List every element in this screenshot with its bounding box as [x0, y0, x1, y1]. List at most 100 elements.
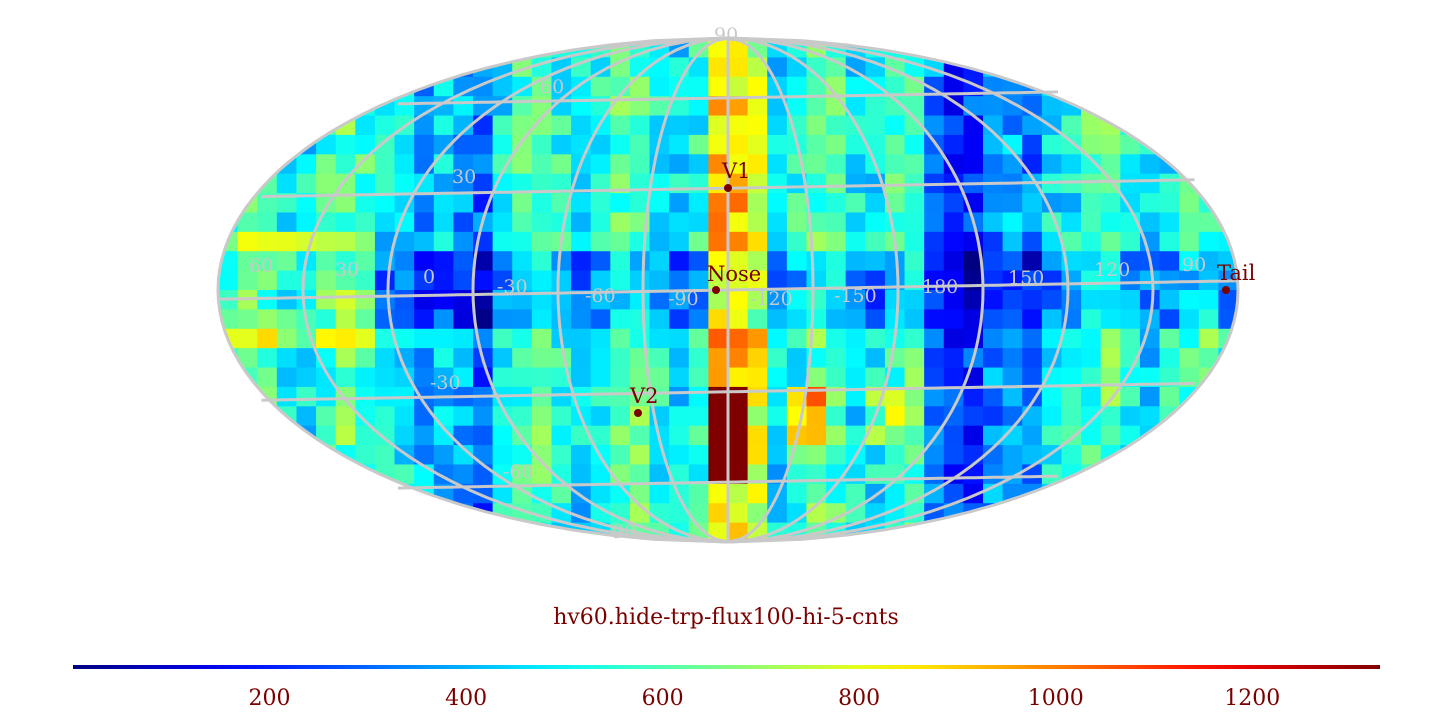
- map-pixel: [218, 212, 239, 233]
- map-pixel: [237, 251, 258, 272]
- map-pixel: [512, 231, 533, 252]
- map-pixel: [237, 154, 258, 175]
- map-pixel: [237, 328, 258, 349]
- parallel-label: -60: [503, 461, 534, 483]
- map-pixel: [590, 386, 611, 407]
- map-pixel: [767, 251, 788, 272]
- map-pixel: [845, 328, 866, 349]
- map-pixel: [669, 193, 690, 213]
- map-pixel: [237, 173, 258, 194]
- map-pixel: [414, 212, 435, 233]
- map-pixel: [335, 503, 356, 524]
- map-pixel: [492, 231, 513, 252]
- map-pixel: [394, 270, 415, 291]
- map-pixel: [1218, 367, 1238, 388]
- map-pixel: [708, 76, 729, 97]
- map-pixel: [394, 425, 415, 446]
- map-pixel: [1139, 483, 1161, 504]
- map-pixel: [355, 367, 376, 388]
- map-pixel: [1022, 406, 1043, 427]
- map-pixel: [728, 193, 749, 213]
- meridian-label: 60: [249, 255, 273, 277]
- map-pixel: [826, 134, 847, 155]
- map-pixel: [414, 173, 435, 194]
- map-pixel: [374, 290, 396, 310]
- colorbar-tick-label: 1000: [1027, 686, 1084, 711]
- map-pixel: [1100, 522, 1121, 542]
- map-pixel: [1120, 251, 1141, 272]
- map-pixel: [747, 270, 768, 291]
- map-pixel: [884, 154, 906, 175]
- map-pixel: [728, 406, 749, 427]
- map-pixel: [1198, 57, 1219, 78]
- map-pixel: [473, 115, 494, 136]
- map-pixel: [786, 76, 807, 97]
- map-pixel: [1159, 386, 1180, 407]
- map-pixel: [531, 386, 552, 407]
- map-pixel: [316, 154, 337, 175]
- map-pixel: [257, 154, 278, 175]
- map-pixel: [1198, 115, 1219, 136]
- map-pixel: [492, 348, 513, 369]
- map-pixel: [473, 154, 494, 175]
- map-pixel: [728, 231, 749, 252]
- map-pixel: [531, 309, 552, 330]
- map-pixel: [414, 251, 435, 272]
- map-pixel: [531, 212, 552, 233]
- map-pixel: [414, 309, 435, 330]
- map-pixel: [1179, 193, 1200, 213]
- map-pixel: [669, 212, 690, 233]
- map-pixel: [1081, 328, 1102, 349]
- map-pixel: [1159, 173, 1180, 194]
- map-pixel: [257, 290, 278, 310]
- map-pixel: [218, 173, 239, 194]
- map-pixel: [414, 522, 435, 542]
- map-pixel: [296, 348, 317, 369]
- map-pixel: [747, 193, 768, 213]
- map-pixel: [1022, 231, 1043, 252]
- map-pixel: [1120, 503, 1141, 524]
- map-pixel: [512, 367, 533, 388]
- map-pixel: [1081, 173, 1102, 194]
- map-pixel: [218, 76, 239, 97]
- map-pixel: [512, 154, 533, 175]
- map-pixel: [473, 96, 494, 117]
- map-pixel: [531, 115, 552, 136]
- map-pixel: [1100, 328, 1121, 349]
- map-pixel: [237, 134, 258, 155]
- map-pixel: [551, 406, 572, 427]
- map-pixel: [1198, 386, 1219, 407]
- map-pixel: [1002, 115, 1023, 136]
- map-pixel: [1022, 503, 1043, 524]
- map-pixel: [414, 290, 435, 310]
- map-pixel: [983, 406, 1004, 427]
- map-pixel: [1159, 503, 1180, 524]
- map-pixel: [688, 367, 709, 388]
- map-pixel: [983, 115, 1004, 136]
- map-pixel: [590, 328, 611, 349]
- map-pixel: [1139, 522, 1161, 542]
- map-pixel: [1002, 251, 1023, 272]
- map-pixel: [590, 367, 611, 388]
- map-pixel: [1022, 309, 1043, 330]
- map-pixel: [1002, 57, 1023, 78]
- map-pixel: [473, 464, 494, 485]
- map-pixel: [708, 96, 729, 117]
- map-pixel: [512, 464, 533, 485]
- map-pixel: [1218, 386, 1238, 407]
- meridian-label: 120: [1094, 259, 1130, 281]
- map-pixel: [453, 154, 474, 175]
- map-pixel: [1159, 348, 1180, 369]
- map-pixel: [551, 348, 572, 369]
- map-pixel: [531, 328, 552, 349]
- map-pixel: [747, 154, 768, 175]
- map-pixel: [865, 96, 886, 117]
- map-pixel: [708, 251, 729, 272]
- map-pixel: [1061, 348, 1082, 369]
- map-pixel: [296, 367, 317, 388]
- map-pixel: [865, 445, 886, 465]
- meridian-label: 0: [423, 266, 435, 288]
- map-pixel: [826, 348, 847, 369]
- map-pixel: [1022, 193, 1043, 213]
- marker-dot-v2: [634, 409, 642, 417]
